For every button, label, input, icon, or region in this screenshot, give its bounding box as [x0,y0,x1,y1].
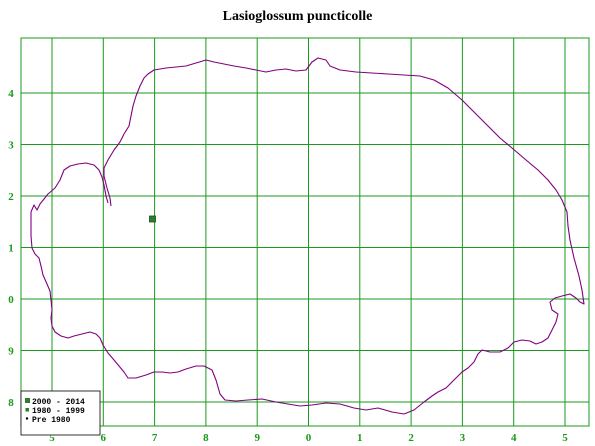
legend-label-2000-2014: 2000 - 2014 [32,398,85,407]
x-axis-label: 1 [357,432,363,444]
y-axis-label: 2 [8,191,14,203]
x-axis-label: 9 [254,432,260,444]
map-frame [20,37,590,427]
legend-marker-dot [25,417,29,420]
x-axis-label: 4 [511,432,517,444]
x-axis-label: 8 [203,432,209,444]
x-axis-label: 7 [152,432,158,444]
x-axis-label: 2 [408,432,414,444]
legend-box [20,390,101,436]
y-axis-label: 1 [8,243,14,255]
x-axis-label: 3 [460,432,466,444]
map-title: Lasioglossum puncticolle [222,9,373,24]
x-axis-labels: 5 6 7 8 9 0 1 2 3 4 5 [49,432,568,444]
record-marker-2000-2014[interactable] [149,215,156,223]
x-axis-label: 0 [306,432,312,444]
legend-label-1980-1999: 1980 - 1999 [32,407,85,416]
legend-marker-small-square [25,408,29,412]
x-axis-label: 5 [562,432,568,444]
y-axis-label: 9 [8,346,14,358]
grid [20,37,590,427]
x-axis-label: 5 [49,432,55,444]
coastline [30,57,585,415]
legend-marker-large-square [25,398,30,403]
y-axis-label: 3 [8,140,14,152]
y-axis-label: 8 [8,397,14,409]
records-layer [149,215,156,223]
legend: 2000 - 2014 1980 - 1999 Pre 1980 [20,390,101,436]
y-axis-label: 0 [8,294,14,306]
x-axis-label: 6 [101,432,107,444]
y-axis-label: 4 [8,88,14,100]
legend-label-pre-1980: Pre 1980 [32,416,71,425]
